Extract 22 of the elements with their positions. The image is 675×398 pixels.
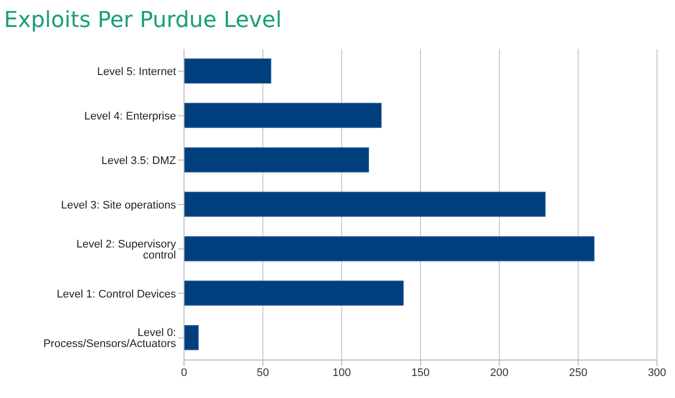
chart-title: Exploits Per Purdue Level <box>4 8 283 33</box>
x-tick-label: 300 <box>648 366 666 379</box>
bar <box>184 192 546 217</box>
x-tick-label: 0 <box>180 366 188 379</box>
y-tick-label: Level 2: Supervisory control <box>76 238 176 262</box>
x-tick-label: 150 <box>411 366 430 379</box>
y-tick-label: Level 0: Process/Sensors/Actuators <box>43 327 176 350</box>
bar <box>184 102 382 128</box>
bar <box>184 147 369 172</box>
bar <box>184 280 404 306</box>
x-tick-label: 100 <box>332 366 351 379</box>
y-tick-label: Level 3.5: DMZ <box>101 154 176 167</box>
x-tick-label: 200 <box>490 366 509 379</box>
y-tick-label: Level 5: Internet <box>97 66 176 78</box>
bar <box>184 58 272 84</box>
y-tick-label: Level 3: Site operations <box>61 199 176 212</box>
x-tick-label: 50 <box>256 366 269 379</box>
bar <box>184 325 199 350</box>
y-tick-label: Level 1: Control Devices <box>56 288 176 300</box>
x-tick-label: 250 <box>568 366 588 379</box>
y-tick-label: Level 4: Enterprise <box>84 110 176 123</box>
bar <box>184 236 594 262</box>
